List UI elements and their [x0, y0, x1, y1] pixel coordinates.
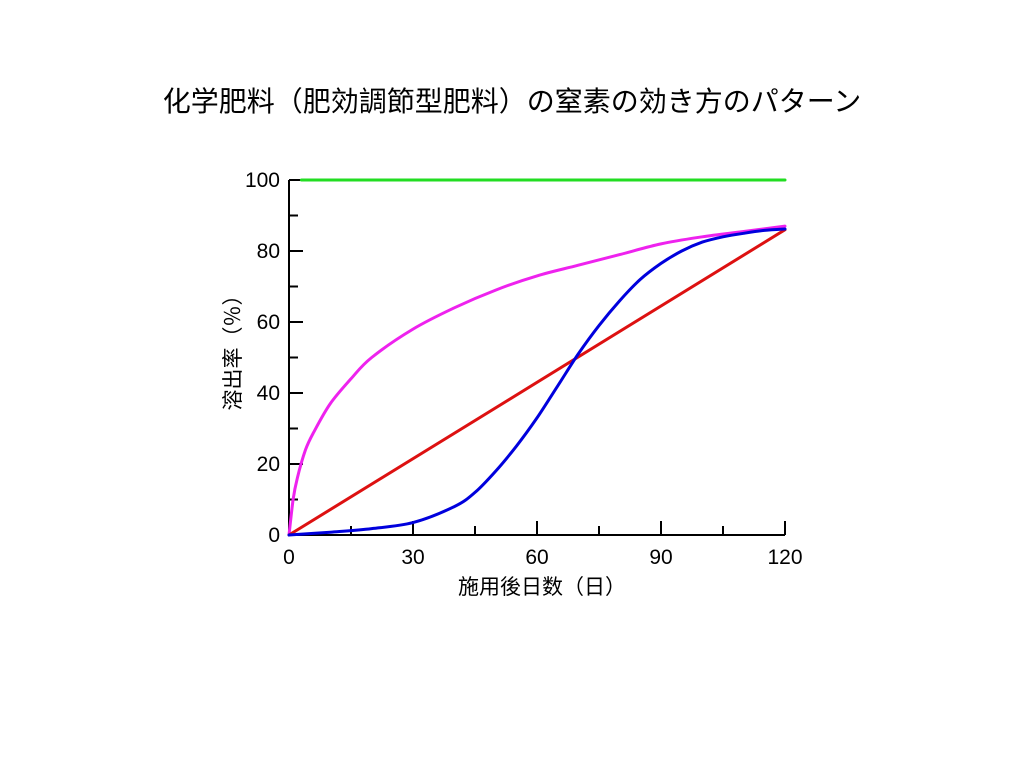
series-line-blue: [287, 227, 787, 537]
y-axis-title: 溶出率（％）: [221, 285, 245, 411]
y-tick-label: 80: [257, 240, 280, 263]
chart-series: [287, 178, 787, 537]
y-tick-label: 0: [268, 524, 280, 547]
y-tick-label: 40: [257, 382, 280, 405]
x-tick-label: 60: [525, 546, 548, 569]
x-axis-title: 施用後日数（日）: [458, 575, 626, 599]
series-line-magenta: [287, 224, 787, 537]
x-tick-label: 90: [649, 546, 672, 569]
y-tick-label: 20: [257, 453, 280, 476]
x-tick-label: 0: [283, 546, 295, 569]
series-line-red: [287, 228, 787, 537]
x-tick-label: 120: [767, 546, 802, 569]
y-tick-label: 100: [245, 169, 280, 192]
y-tick-label: 60: [257, 311, 280, 334]
x-tick-label: 30: [401, 546, 424, 569]
chart-labels: 0 20 40 60 80 100 0 30 60 90 120 施用後日数（日） 溶出率（％）: [221, 169, 803, 599]
slide-title: 化学肥料（肥効調節型肥料）の窒素の効き方のパターン: [162, 85, 862, 118]
chart-axes: [288, 179, 786, 536]
